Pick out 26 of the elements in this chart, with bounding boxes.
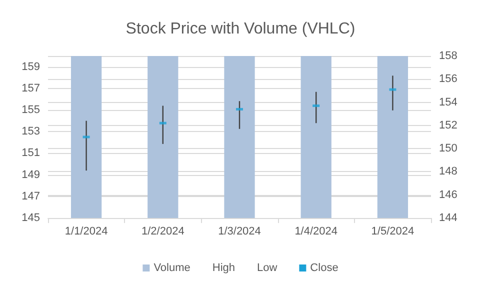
y2-tick-label: 154 [439, 96, 458, 108]
x-tick-label: 1/3/2024 [218, 226, 261, 238]
x-tick-label: 1/4/2024 [294, 226, 338, 238]
y-tick-label: 155 [22, 104, 40, 116]
text: Low [257, 262, 278, 274]
y2-tick-label: 158 [439, 50, 458, 62]
y2-tick-label: 150 [439, 142, 458, 155]
y-tick-label: 157 [22, 82, 40, 94]
legend-label: Volume [154, 262, 190, 274]
legend-label: Close [310, 262, 338, 274]
y-tick-label: 145 [22, 212, 40, 224]
y-tick-label: 147 [22, 190, 40, 202]
text: High [212, 262, 236, 274]
chart-title: Stock Price with Volume (VHLC) [126, 20, 356, 38]
y2-tick-label: 152 [439, 119, 458, 132]
x-tick-label: 1/5/2024 [371, 226, 414, 238]
y-tick-label: 149 [22, 168, 40, 181]
x-tick-label: 1/1/2024 [64, 226, 108, 238]
y2-tick-label: 144 [439, 212, 458, 224]
y2-tick-label: 148 [439, 166, 458, 178]
y-tick-label: 159 [22, 60, 40, 73]
x-tick-label: 1/2/2024 [141, 226, 184, 238]
y-tick-label: 153 [22, 126, 40, 138]
y-tick-label: 151 [22, 147, 40, 160]
y2-tick-label: 156 [439, 73, 458, 86]
y2-tick-label: 146 [439, 188, 458, 201]
